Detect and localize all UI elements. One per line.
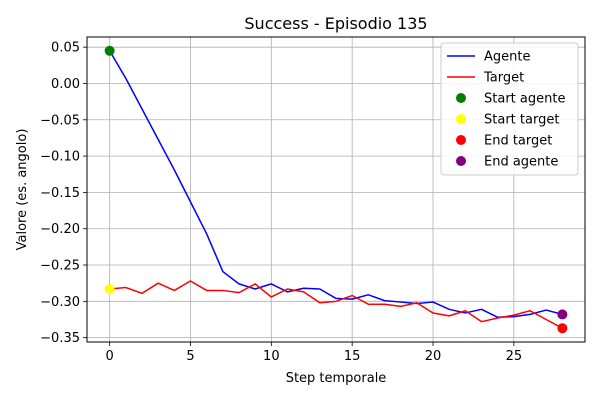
legend-swatch-marker xyxy=(456,93,466,103)
y-axis-ticks: 0.05 0.00 −0.05 −0.10 −0.15 −0.20 −0.25 −0.30 −0… xyxy=(40,41,87,346)
marker-end-agente xyxy=(557,309,568,320)
legend-box xyxy=(440,42,579,176)
x-tick-label: 25 xyxy=(506,349,523,364)
y-tick-label: −0.05 xyxy=(40,113,80,128)
legend-label: End agente xyxy=(484,155,558,170)
marker-start-agente xyxy=(104,45,115,56)
legend-swatch-marker xyxy=(456,135,466,145)
x-tick-label: 20 xyxy=(425,349,442,364)
marker-end-target xyxy=(557,323,568,334)
series-line-target xyxy=(109,280,563,329)
legend-swatch-marker xyxy=(456,156,466,166)
legend: Agente Target Start agente Start target End … xyxy=(440,42,579,176)
x-tick-label: 5 xyxy=(186,349,194,364)
y-tick-label: −0.30 xyxy=(40,295,80,310)
markers xyxy=(104,45,568,334)
y-tick-label: −0.20 xyxy=(40,222,80,237)
y-tick-label: −0.25 xyxy=(40,259,80,274)
x-tick-label: 10 xyxy=(263,349,280,364)
legend-label: Target xyxy=(483,71,524,86)
y-tick-label: −0.35 xyxy=(40,331,80,346)
x-axis-label: Step temporale xyxy=(286,371,387,386)
x-tick-label: 0 xyxy=(105,349,113,364)
marker-start-target xyxy=(104,283,115,294)
x-tick-label: 15 xyxy=(344,349,361,364)
y-tick-label: −0.15 xyxy=(40,186,80,201)
plot-frame xyxy=(86,36,586,343)
y-tick-label: 0.00 xyxy=(51,77,80,92)
y-tick-label: 0.05 xyxy=(51,41,80,56)
legend-label: Agente xyxy=(484,50,530,65)
y-axis-label: Valore (es. angolo) xyxy=(15,129,30,251)
series-lines xyxy=(108,50,563,329)
legend-label: Start target xyxy=(484,113,559,128)
x-axis-ticks: 0 5 10 15 20 25 xyxy=(105,342,522,364)
series-line-agente xyxy=(108,50,563,319)
y-tick-label: −0.10 xyxy=(40,150,80,165)
chart-title: Success - Episodio 135 xyxy=(244,14,427,33)
legend-swatch-marker xyxy=(456,114,466,124)
legend-label: Start agente xyxy=(484,92,565,107)
legend-label: End target xyxy=(484,134,552,149)
